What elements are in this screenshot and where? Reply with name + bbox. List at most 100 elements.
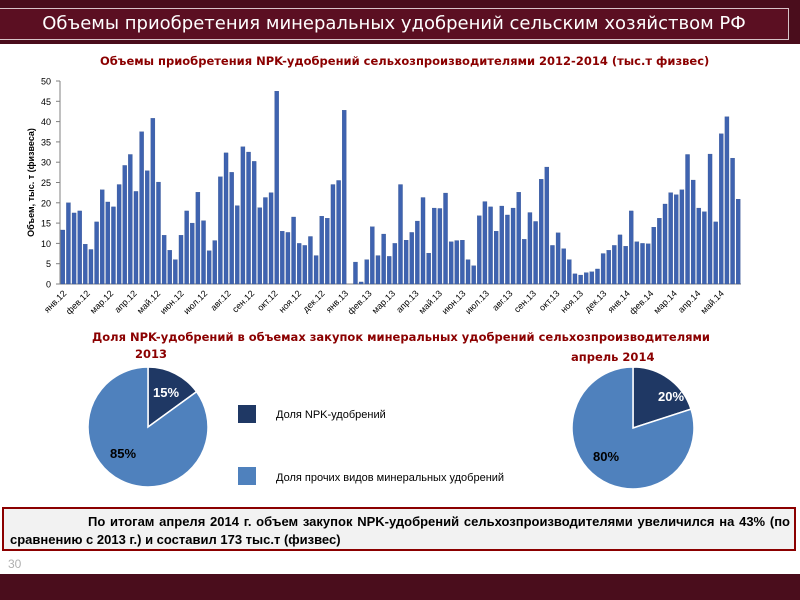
- bar: [223, 152, 229, 285]
- bar: [645, 243, 651, 285]
- bar: [567, 259, 572, 285]
- bar: [443, 192, 448, 285]
- bar: [206, 250, 212, 285]
- bar: [139, 131, 144, 285]
- bar: [415, 220, 420, 285]
- bar: [539, 179, 544, 285]
- pie-slice: [632, 366, 692, 430]
- bar: [336, 180, 341, 285]
- bar: [432, 207, 437, 285]
- pie-data-label: 15%: [153, 385, 179, 400]
- bar: [584, 272, 589, 285]
- bar: [465, 259, 471, 285]
- bar: [313, 255, 319, 285]
- bar: [111, 206, 116, 285]
- bar: [60, 229, 65, 285]
- bar: [477, 215, 482, 285]
- bar: [319, 216, 324, 285]
- bar: [145, 170, 150, 285]
- legend-other-label: Доля прочих видов минеральных удобрений: [276, 472, 505, 484]
- bar: [116, 184, 122, 285]
- pie-data-label: 80%: [593, 449, 619, 464]
- bar: [308, 236, 313, 285]
- bar: [190, 222, 195, 285]
- bar: [325, 218, 330, 285]
- title-panel: Объемы приобретения минеральных удобрени…: [0, 8, 789, 40]
- bar: [257, 207, 262, 285]
- bar: [229, 172, 234, 285]
- bottom-bar: [0, 574, 800, 600]
- page-number: 30: [8, 557, 22, 571]
- bar: [690, 179, 696, 285]
- bar: [133, 191, 139, 285]
- bar: [387, 256, 392, 285]
- bar: [381, 233, 386, 285]
- bar: [173, 259, 178, 285]
- bar: [392, 243, 398, 285]
- bar: [713, 221, 718, 285]
- bar: [235, 205, 240, 285]
- bar: [342, 110, 347, 285]
- bar: [719, 133, 724, 285]
- bar: [302, 245, 307, 285]
- bar: [617, 234, 623, 285]
- bar: [268, 192, 274, 285]
- bar: [527, 212, 533, 285]
- y-tick-label: 15: [41, 219, 51, 229]
- bar: [398, 184, 403, 285]
- bar: [184, 210, 189, 285]
- bar: [437, 208, 443, 285]
- pie-data-label: 85%: [110, 446, 136, 461]
- bar-chart-title: Объемы приобретения NPK-удобрений сельхо…: [100, 54, 710, 68]
- bar: [263, 197, 268, 285]
- pie-slice: [571, 366, 695, 490]
- bar: [178, 235, 184, 285]
- bar: [161, 235, 167, 285]
- bar: [612, 245, 617, 285]
- bar: [510, 207, 516, 285]
- summary-box: По итогам апреля 2014 г. объем закупок N…: [2, 507, 796, 551]
- bar: [555, 232, 561, 285]
- bar: [522, 239, 527, 285]
- bar: [544, 166, 550, 285]
- bar: [600, 253, 606, 285]
- bar: [629, 210, 634, 285]
- title-bar: Объемы приобретения минеральных удобрени…: [0, 0, 800, 44]
- bar: [330, 184, 336, 285]
- y-tick-label: 45: [41, 97, 51, 107]
- bar: [623, 246, 628, 285]
- y-tick-label: 10: [41, 239, 51, 249]
- bar: [88, 249, 94, 285]
- bar: [662, 203, 668, 285]
- bar: [448, 241, 454, 285]
- pie-slice: [147, 366, 198, 429]
- bar: [668, 192, 673, 285]
- bar: [488, 206, 493, 285]
- bar: [212, 240, 217, 285]
- bar: [640, 243, 645, 285]
- pie-section-title: Доля NPK-удобрений в объемах закупок мин…: [92, 330, 710, 344]
- bar: [150, 118, 156, 285]
- bar: [403, 240, 409, 285]
- bar: [83, 244, 88, 285]
- pie-data-label: 20%: [658, 389, 684, 404]
- bar-chart: 0 5 10 15 20 25 30 35 40 45 50 Объем, тыс. т (физве…: [26, 77, 741, 316]
- bar: [71, 212, 77, 285]
- bar: [94, 221, 99, 285]
- bar: [533, 221, 538, 285]
- bar: [240, 146, 246, 285]
- bar: [685, 154, 690, 285]
- bar: [730, 157, 735, 285]
- bar: [297, 243, 302, 285]
- legend-other-swatch: [238, 467, 256, 485]
- bar: [100, 189, 105, 285]
- bar: [285, 232, 291, 285]
- bar: [246, 151, 251, 285]
- bar: [66, 202, 71, 285]
- bar: [572, 273, 578, 285]
- bar: [651, 227, 656, 285]
- bar: [702, 211, 707, 285]
- pie-2014-title: апрель 2014: [571, 350, 655, 364]
- bar: [674, 194, 679, 285]
